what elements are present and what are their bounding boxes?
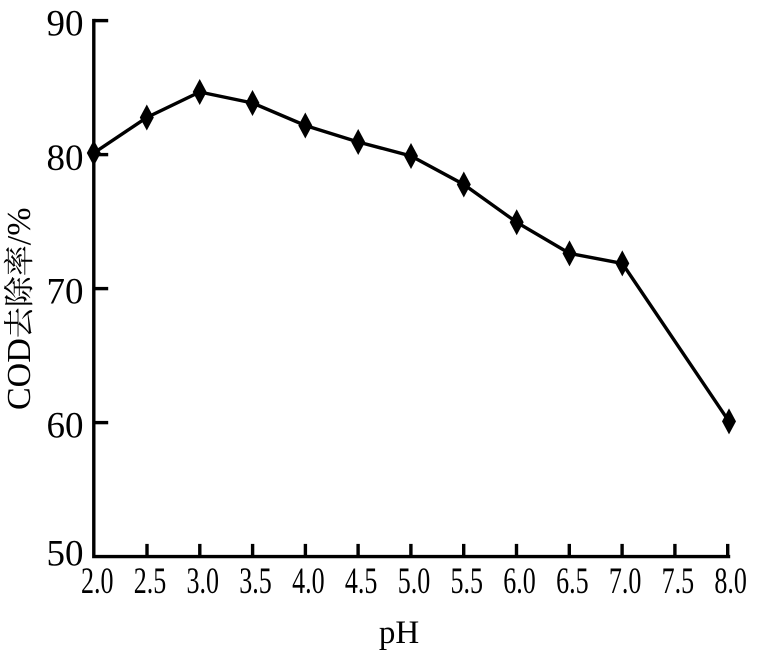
svg-text:5.5: 5.5 xyxy=(451,561,484,602)
svg-text:8.0: 8.0 xyxy=(714,561,747,602)
svg-text:4.5: 4.5 xyxy=(345,561,378,602)
svg-text:2.0: 2.0 xyxy=(81,561,114,602)
svg-text:3.0: 3.0 xyxy=(187,561,220,602)
svg-text:4.0: 4.0 xyxy=(292,561,325,602)
svg-text:/%: /% xyxy=(1,207,38,245)
svg-text:90: 90 xyxy=(47,4,84,45)
svg-text:2.5: 2.5 xyxy=(134,561,167,602)
svg-text:7.5: 7.5 xyxy=(662,561,695,602)
svg-text:6.5: 6.5 xyxy=(556,561,589,602)
svg-text:80: 80 xyxy=(47,138,84,179)
svg-text:6.0: 6.0 xyxy=(503,561,536,602)
svg-text:3.5: 3.5 xyxy=(239,561,271,602)
svg-text:pH: pH xyxy=(379,615,419,651)
svg-text:50: 50 xyxy=(47,534,84,575)
svg-text:COD: COD xyxy=(1,338,38,410)
svg-text:5.0: 5.0 xyxy=(398,561,431,602)
svg-text:70: 70 xyxy=(47,272,84,313)
svg-text:60: 60 xyxy=(47,406,84,447)
svg-text:7.0: 7.0 xyxy=(609,561,642,602)
